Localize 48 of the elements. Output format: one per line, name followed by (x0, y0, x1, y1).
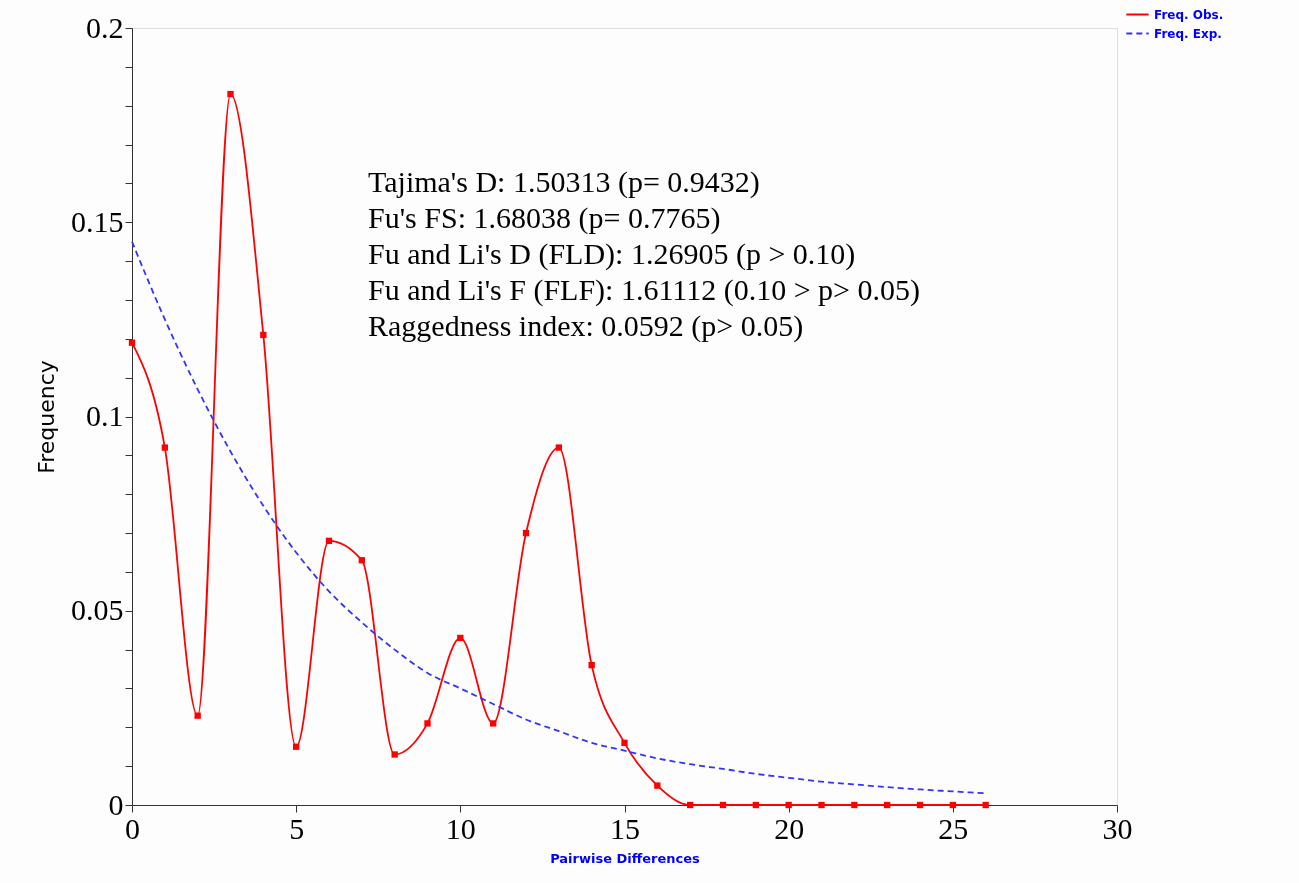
point (982, 801, 989, 809)
x-tick-label: 25 (938, 811, 969, 845)
y-tick-label: 0.15 (71, 204, 124, 238)
point (687, 801, 694, 809)
point (128, 339, 136, 346)
annotation: Fu and Li's F (FLF): 1.61112 (0.10 > p> 0.05) (368, 273, 921, 307)
annotation: Tajima's D: 1.50313 (p= 0.9432) (368, 165, 760, 199)
point (884, 801, 891, 809)
x-axis-title: Pairwise Differences (550, 850, 701, 866)
point (555, 444, 562, 451)
annotation: Fu's FS: 1.68038 (p= 0.7765) (368, 201, 721, 235)
point (325, 537, 333, 544)
point (785, 801, 792, 809)
point (227, 90, 234, 98)
point (588, 661, 595, 669)
x-tick-label: 15 (610, 811, 640, 845)
x-tick-label: 5 (289, 811, 305, 845)
point (424, 720, 431, 727)
point (621, 739, 628, 746)
y-axis-title: Frequency (34, 360, 59, 474)
point (522, 529, 530, 537)
point (358, 557, 365, 564)
point (654, 782, 661, 789)
line-series (131, 240, 987, 795)
annotation: Raggedness index: 0.0592 (p> 0.05) (368, 309, 804, 343)
point (194, 712, 201, 719)
point (752, 801, 759, 809)
point (457, 634, 464, 642)
x-tick-label: 10 (445, 811, 476, 845)
annotation: Fu and Li's D (FLD): 1.26905 (p > 0.10) (368, 237, 856, 271)
point (949, 801, 956, 809)
point (818, 801, 825, 809)
point (260, 331, 267, 339)
x-tick-label: 30 (1102, 811, 1133, 845)
point (391, 751, 398, 758)
y-tick-label: 0.2 (86, 10, 124, 44)
point (916, 801, 924, 809)
point (490, 720, 497, 727)
y-tick-label: 0 (108, 787, 124, 821)
point (161, 444, 168, 451)
point (719, 801, 727, 809)
y-tick-label: 0.1 (86, 399, 124, 432)
legend-label: Freq. Exp. (1154, 26, 1222, 41)
y-tick-label: 0.05 (71, 593, 124, 627)
point (851, 801, 858, 809)
legend-label: Freq. Obs. (1154, 7, 1224, 22)
x-tick-label: 20 (774, 811, 805, 845)
point (293, 743, 300, 750)
